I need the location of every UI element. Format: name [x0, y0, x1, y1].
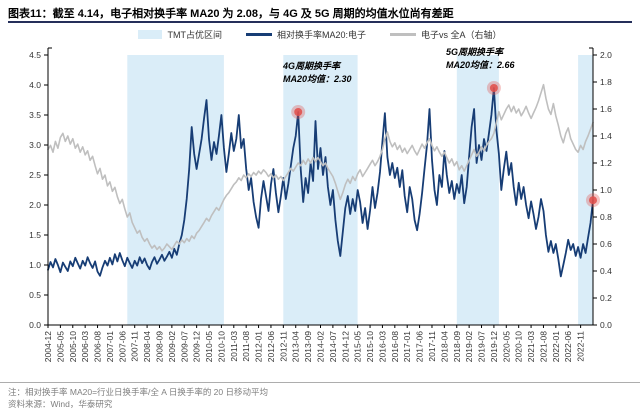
- x-axis-tick-label: 2022-01: [551, 331, 561, 362]
- x-axis-tick-label: 2009-02: [167, 331, 177, 362]
- x-axis-tick-label: 2014-12: [340, 331, 350, 362]
- x-axis-tick-label: 2012-11: [278, 331, 288, 362]
- right-axis-tick-label: 1.2: [600, 158, 612, 168]
- x-axis-tick-label: 2015-05: [353, 331, 363, 362]
- x-axis-tick-label: 2020-10: [514, 331, 524, 362]
- legend-label: TMT占优区间: [167, 30, 222, 40]
- left-axis-tick-label: 4.5: [29, 50, 41, 60]
- x-axis-tick-label: 2013-04: [291, 331, 301, 362]
- x-axis-tick-label: 2014-07: [328, 331, 338, 362]
- x-axis-tick-label: 2012-01: [254, 331, 264, 362]
- right-axis-tick-label: 1.0: [600, 185, 612, 195]
- x-axis-tick-label: 2005-10: [68, 331, 78, 362]
- source-note: 资料来源：Wind，华泰研究: [8, 399, 113, 409]
- figure-title: 图表11：截至 4.14，电子相对换手率 MA20 为 2.08，与 4G 及 …: [8, 5, 454, 21]
- right-axis-tick-label: 0.6: [600, 239, 612, 249]
- tmt-band: [127, 55, 224, 325]
- x-axis-tick-label: 2009-07: [179, 331, 189, 362]
- left-axis-tick-label: 4.0: [29, 80, 41, 90]
- left-axis-tick-label: 3.0: [29, 140, 41, 150]
- legend-item: 相对换手率MA20:电子: [245, 28, 366, 41]
- x-axis-tick-label: 2006-08: [93, 331, 103, 362]
- x-axis-tick-label: 2007-01: [105, 331, 115, 362]
- left-axis-tick-label: 2.5: [29, 170, 41, 180]
- x-axis-tick-label: 2017-01: [402, 331, 412, 362]
- left-axis-tick-label: 3.5: [29, 110, 41, 120]
- series-line-relative-turnover-electronics: [47, 87, 594, 278]
- x-axis-tick-label: 2010-05: [204, 331, 214, 362]
- peak-marker: [489, 84, 498, 92]
- x-axis-tick-label: 2011-03: [229, 331, 239, 362]
- left-axis-tick-label: 1.0: [29, 260, 41, 270]
- right-axis-tick-label: 1.4: [600, 131, 612, 141]
- x-axis-tick-label: 2008-09: [154, 331, 164, 362]
- right-axis-tick-label: 1.6: [600, 104, 612, 114]
- x-axis-tick-label: 2021-08: [538, 331, 548, 362]
- left-axis-tick-label: 0.5: [29, 290, 41, 300]
- x-axis-tick-label: 2019-02: [464, 331, 474, 362]
- x-axis-tick-label: 2004-12: [43, 331, 53, 362]
- x-axis-tick-label: 2007-06: [117, 331, 127, 362]
- left-axis-tick-label: 2.0: [29, 200, 41, 210]
- legend-item: 电子vs 全A（右轴）: [390, 28, 502, 41]
- figure-title-text: 截至 4.14，电子相对换手率 MA20 为 2.08，与 4G 及 5G 周期…: [52, 8, 454, 20]
- footnote: 注：相对换手率 MA20=行业日换手率/全 A 日换手率的 20 日移动平均: [8, 387, 268, 397]
- x-axis-tick-label: 2020-05: [501, 331, 511, 362]
- right-axis-tick-label: 0.8: [600, 212, 612, 222]
- x-axis-tick-label: 2017-06: [415, 331, 425, 362]
- x-axis-tick-label: 2021-03: [526, 331, 536, 362]
- right-axis-tick-label: 0.4: [600, 266, 612, 276]
- x-axis-tick-label: 2017-11: [427, 331, 437, 362]
- right-axis-tick-label: 1.8: [600, 77, 612, 87]
- x-axis-tick-label: 2013-09: [303, 331, 313, 362]
- band-swatch-icon: [138, 30, 163, 39]
- x-axis-tick-label: 2009-12: [192, 331, 202, 362]
- right-axis-tick-label: 2.0: [600, 50, 612, 60]
- x-axis-tick-label: 2005-05: [55, 331, 65, 362]
- x-axis-tick-label: 2007-11: [130, 331, 140, 362]
- x-axis-tick-label: 2008-04: [142, 331, 152, 362]
- x-axis-tick-label: 2015-10: [365, 331, 375, 362]
- tmt-band: [283, 55, 358, 325]
- chart-legend: TMT占优区间 相对换手率MA20:电子 电子vs 全A（右轴）: [0, 28, 640, 41]
- x-axis-tick-label: 2016-08: [390, 331, 400, 362]
- x-axis-tick-label: 2022-06: [563, 331, 573, 362]
- series-line-electronics-vs-all-a: [47, 83, 594, 252]
- x-axis-tick-label: 2014-02: [316, 331, 326, 362]
- line-swatch-icon: [245, 33, 272, 36]
- x-axis-tick-label: 2006-03: [80, 331, 90, 362]
- x-axis-tick-label: 2019-12: [489, 331, 499, 362]
- x-axis-tick-label: 2018-09: [452, 331, 462, 362]
- x-axis-tick-label: 2022-11: [576, 331, 586, 362]
- right-axis-tick-label: 0.0: [600, 320, 612, 330]
- x-axis-tick-label: 2016-03: [377, 331, 387, 362]
- legend-label: 电子vs 全A（右轴）: [421, 30, 502, 40]
- legend-item: TMT占优区间: [138, 28, 222, 41]
- x-axis-tick-label: 2011-08: [241, 331, 251, 362]
- legend-label: 相对换手率MA20:电子: [276, 30, 366, 40]
- peak-marker: [294, 108, 303, 116]
- left-axis-tick-label: 1.5: [29, 230, 41, 240]
- peak-marker: [589, 196, 597, 205]
- x-axis-tick-label: 2018-04: [439, 331, 449, 362]
- line-swatch-icon: [390, 33, 416, 36]
- x-axis-tick-label: 2019-07: [477, 331, 487, 362]
- tmt-band: [578, 55, 593, 325]
- right-axis-tick-label: 0.2: [600, 293, 612, 303]
- x-axis-tick-label: 2012-06: [266, 331, 276, 362]
- x-axis-tick-label: 2010-10: [216, 331, 226, 362]
- title-divider: [8, 21, 632, 23]
- footer-divider: [0, 382, 640, 383]
- figure-number: 图表11：: [8, 8, 53, 20]
- left-axis-tick-label: 0.0: [29, 320, 41, 330]
